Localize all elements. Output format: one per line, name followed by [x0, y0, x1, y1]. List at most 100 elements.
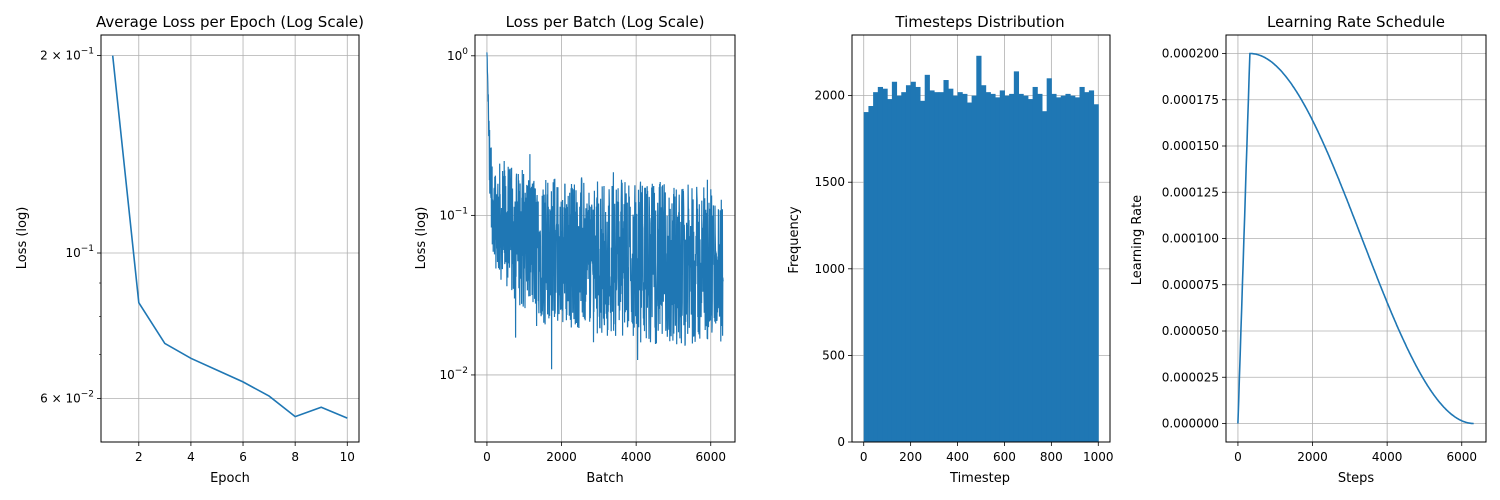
- y-tick-label: 0.000200: [1162, 47, 1219, 61]
- histogram-bar: [1018, 93, 1024, 443]
- histogram-bar: [920, 100, 926, 442]
- panel-avg-loss: Average Loss per Epoch (Log Scale) 2 4 6 8 1…: [15, 13, 364, 486]
- series-line: [111, 55, 348, 419]
- y-tick-label: 0: [837, 435, 845, 449]
- x-tick-label: 600: [993, 450, 1016, 464]
- y-axis-label: Loss (log): [414, 207, 429, 270]
- x-tick-label: 6000: [1446, 450, 1477, 464]
- y-tick-label: 0.000075: [1162, 278, 1219, 292]
- histogram-bar: [901, 92, 907, 442]
- panel-batch-loss: Loss per Batch (Log Scale) 0 2000 4000 6000…: [414, 13, 736, 486]
- histogram-bar: [882, 88, 888, 442]
- histogram-bar: [938, 92, 944, 442]
- histogram-bar: [1065, 93, 1071, 443]
- x-axis-label: Timestep: [949, 471, 1010, 486]
- histogram-bar: [943, 80, 949, 442]
- y-tick-label: 0.000150: [1162, 139, 1219, 153]
- chart-title: Average Loss per Epoch (Log Scale): [96, 13, 364, 31]
- y-tick-label: 0.000050: [1162, 324, 1219, 338]
- x-tick-label: 6: [239, 450, 247, 464]
- histogram-bar: [985, 92, 991, 442]
- histogram-bar: [929, 90, 935, 443]
- y-axis-label: Loss (log): [15, 207, 30, 270]
- x-tick-label: 0: [483, 450, 491, 464]
- x-axis-label: Steps: [1338, 471, 1375, 486]
- histogram-bar: [1037, 93, 1043, 443]
- histogram-bar: [1084, 92, 1090, 442]
- x-tick-label: 4000: [621, 450, 652, 464]
- histogram-bar: [999, 90, 1005, 443]
- axes-frame: [474, 34, 736, 443]
- histogram-bar: [1004, 95, 1010, 443]
- plot-area: 2 4 6 8 10 6 × 10−2 10−1 2 × 10−1: [40, 34, 360, 464]
- axes-frame: [1225, 34, 1487, 443]
- y-tick-label: 6 × 10−2: [40, 389, 94, 405]
- histogram-bar: [1060, 95, 1066, 443]
- y-tick-label: 2000: [814, 89, 845, 103]
- series-line: [486, 52, 724, 370]
- x-tick-label: 1000: [1083, 450, 1114, 464]
- histogram-bar: [863, 112, 869, 442]
- histogram-bar: [891, 81, 898, 442]
- histogram-bar: [1079, 86, 1085, 442]
- histogram-bar: [1093, 104, 1099, 442]
- histogram-bar: [1013, 71, 1020, 443]
- histogram-bar: [1027, 99, 1034, 443]
- y-axis-label: Frequency: [787, 206, 802, 273]
- axes-frame: [100, 34, 360, 443]
- x-tick-label: 6000: [695, 450, 726, 464]
- panel-learning-rate: Learning Rate Schedule 0 2000 4000 6000 0.00…: [1130, 13, 1487, 486]
- x-tick-label: 400: [946, 450, 969, 464]
- x-tick-label: 4000: [1372, 450, 1403, 464]
- y-tick-label: 0.000025: [1162, 370, 1219, 384]
- x-axis-label: Batch: [586, 471, 623, 486]
- histogram-bar: [971, 95, 977, 443]
- plot-area: 0 2000 4000 6000 10−2 10−1 100: [439, 34, 736, 464]
- plot-area: 0 2000 4000 6000 0.000000 0.000025 0.000050 0.0…: [1162, 34, 1487, 464]
- x-tick-label: 2: [135, 450, 143, 464]
- histogram-bar: [1070, 95, 1076, 443]
- histogram-bar: [1041, 111, 1048, 442]
- histogram-bar: [1032, 86, 1038, 442]
- x-axis-label: Epoch: [210, 471, 250, 486]
- histogram-bar: [887, 99, 893, 443]
- histogram-bar: [1023, 95, 1029, 443]
- histogram-bar: [981, 85, 987, 443]
- histogram-bar: [896, 95, 902, 443]
- histogram-bar: [868, 106, 874, 442]
- panel-timesteps: Timesteps Distribution 0 200 400 600 800 1000…: [787, 13, 1114, 486]
- x-tick-label: 200: [899, 450, 922, 464]
- histogram-bar: [934, 92, 940, 442]
- histogram-bar: [1056, 97, 1062, 442]
- bars: [863, 55, 1099, 443]
- histogram-bar: [905, 85, 912, 443]
- histogram-bar: [962, 93, 968, 443]
- histogram-bar: [952, 95, 959, 443]
- x-tick-label: 10: [340, 450, 355, 464]
- histogram-bar: [924, 74, 930, 442]
- x-tick-label: 4: [187, 450, 195, 464]
- x-tick-label: 800: [1040, 450, 1063, 464]
- histogram-bar: [1074, 97, 1081, 442]
- axes-frame: [851, 34, 1111, 443]
- histogram-bar: [1088, 90, 1095, 443]
- histogram-bar: [990, 93, 996, 443]
- histogram-bar: [915, 86, 921, 442]
- y-axis-label: Learning Rate: [1130, 195, 1145, 285]
- histogram-bar: [957, 92, 963, 442]
- histogram-bar: [976, 55, 982, 442]
- x-tick-label: 0: [1234, 450, 1242, 464]
- histogram-bar: [1046, 78, 1052, 442]
- chart-title: Learning Rate Schedule: [1267, 13, 1445, 31]
- y-tick-label: 0.000000: [1162, 417, 1219, 431]
- chart-title: Loss per Batch (Log Scale): [506, 13, 705, 31]
- histogram-bar: [1051, 93, 1057, 443]
- x-tick-label: 2000: [1297, 450, 1328, 464]
- x-tick-label: 0: [860, 450, 868, 464]
- y-tick-label: 0.000125: [1162, 185, 1219, 199]
- histogram-bar: [873, 92, 879, 442]
- y-tick-label: 1000: [814, 262, 845, 276]
- y-tick-label: 10−1: [439, 206, 468, 222]
- y-tick-label: 0.000100: [1162, 232, 1219, 246]
